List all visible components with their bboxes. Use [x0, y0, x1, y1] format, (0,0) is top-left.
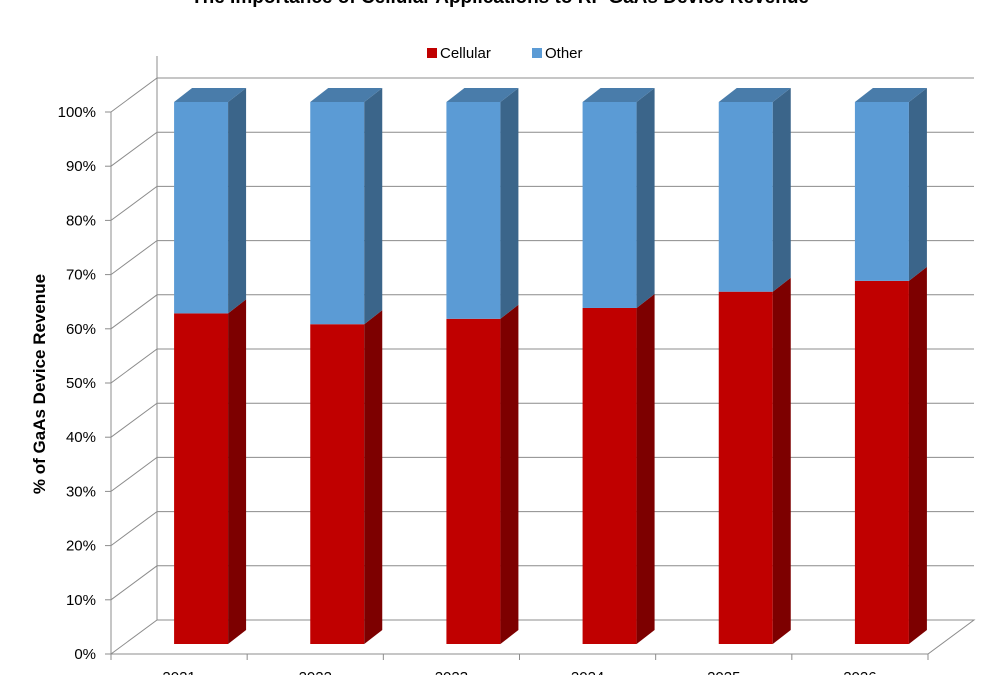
gridline	[110, 348, 974, 384]
gridline	[110, 402, 974, 438]
gridline	[110, 565, 974, 601]
bar-top	[310, 88, 383, 102]
bars	[174, 88, 927, 644]
bar-front	[310, 324, 365, 644]
bar-top	[582, 88, 655, 102]
bar-side	[772, 277, 791, 644]
gridline	[110, 240, 974, 276]
legend-label-cellular: Cellular	[440, 45, 491, 62]
bar-other-2023	[446, 88, 519, 319]
bar-other-2025	[718, 88, 791, 292]
bar-top	[718, 88, 791, 102]
bar-top	[854, 88, 927, 102]
bar-side	[228, 299, 247, 644]
gridline	[110, 131, 974, 167]
bar-cellular-2026	[854, 266, 927, 644]
legend-swatch-other	[532, 48, 542, 58]
bar-side	[636, 293, 655, 644]
y-tick-label: 60%	[66, 321, 96, 338]
bar-front	[174, 102, 229, 314]
gridline	[110, 77, 974, 113]
bar-cellular-2023	[446, 304, 519, 644]
legend: Cellular Other	[427, 45, 583, 62]
legend-swatch-cellular	[427, 48, 437, 58]
gridlines	[110, 77, 974, 621]
bar-front	[582, 307, 637, 644]
x-tick-label: 2023	[435, 669, 468, 675]
y-tick-label: 20%	[66, 538, 96, 555]
bar-side	[908, 88, 927, 281]
bar-other-2026	[854, 88, 927, 281]
bar-front	[718, 102, 773, 292]
bar-front	[854, 280, 909, 644]
bar-front	[174, 313, 229, 644]
y-tick-label: 70%	[66, 267, 96, 284]
gridline	[110, 456, 974, 492]
bar-cellular-2021	[174, 299, 247, 644]
y-tick-label: 50%	[66, 375, 96, 392]
gridline	[110, 511, 974, 547]
gridline	[110, 294, 974, 330]
chart-title: The Importance of Cellular Applications …	[0, 0, 1000, 9]
bar-side	[500, 304, 519, 644]
legend-label-other: Other	[545, 45, 583, 62]
y-tick-label: 0%	[74, 646, 96, 663]
x-tick-label: 2021	[162, 669, 195, 675]
bar-cellular-2024	[582, 293, 655, 644]
x-tick-label: 2022	[299, 669, 332, 675]
y-tick-label: 10%	[66, 592, 96, 609]
y-tick-label: 90%	[66, 158, 96, 175]
bar-top	[446, 88, 519, 102]
bar-top	[174, 88, 247, 102]
bar-front	[446, 102, 501, 319]
y-tick-label: 40%	[66, 429, 96, 446]
bar-other-2024	[582, 88, 655, 308]
bar-cellular-2025	[718, 277, 791, 644]
y-tick-label: 30%	[66, 483, 96, 500]
bar-front	[718, 291, 773, 644]
bar-front	[446, 318, 501, 644]
bar-other-2022	[310, 88, 383, 325]
bar-side	[500, 88, 519, 319]
bar-side	[636, 88, 655, 308]
x-tick-label: 2026	[843, 669, 876, 675]
bar-other-2021	[174, 88, 247, 314]
bar-side	[908, 266, 927, 644]
bar-side	[772, 88, 791, 292]
x-tick-label: 2025	[707, 669, 740, 675]
y-tick-label: 100%	[58, 104, 96, 121]
bar-front	[854, 102, 909, 281]
bar-side	[228, 88, 247, 314]
y-tick-label: 80%	[66, 212, 96, 229]
bar-cellular-2022	[310, 310, 383, 644]
bar-side	[364, 88, 383, 325]
y-axis-title: % of GaAs Device Revenue	[30, 274, 49, 494]
gridline	[110, 185, 974, 221]
bar-front	[310, 102, 365, 325]
x-tick-label: 2024	[571, 669, 604, 675]
bar-side	[364, 310, 383, 644]
bar-front	[582, 102, 637, 308]
axes: 0% 10% 20% 30% 40% 50% 60% 70% 80% 90% 100% 2021 202…	[30, 104, 929, 675]
